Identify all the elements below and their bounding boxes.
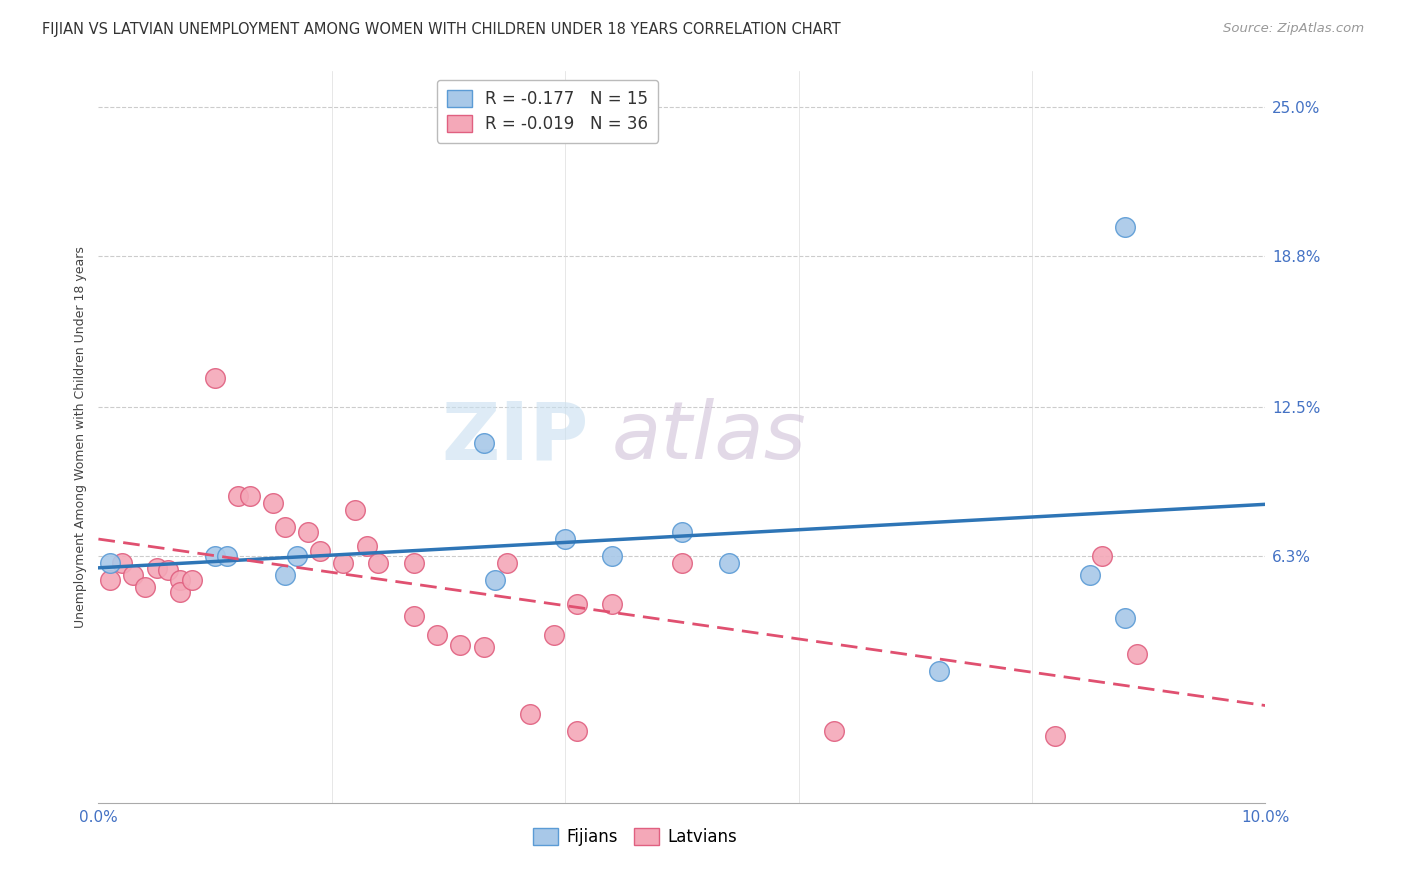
- Point: [543, 628, 565, 642]
- Point: [928, 664, 950, 678]
- Text: FIJIAN VS LATVIAN UNEMPLOYMENT AMONG WOMEN WITH CHILDREN UNDER 18 YEARS CORRELAT: FIJIAN VS LATVIAN UNEMPLOYMENT AMONG WOM…: [42, 22, 841, 37]
- Point: [600, 597, 623, 611]
- Point: [122, 568, 145, 582]
- Point: [367, 556, 389, 570]
- Point: [157, 563, 180, 577]
- Y-axis label: Unemployment Among Women with Children Under 18 years: Unemployment Among Women with Children U…: [75, 246, 87, 628]
- Point: [426, 628, 449, 642]
- Point: [239, 489, 262, 503]
- Point: [146, 561, 169, 575]
- Point: [215, 549, 238, 563]
- Point: [496, 556, 519, 570]
- Point: [332, 556, 354, 570]
- Point: [449, 638, 471, 652]
- Point: [204, 549, 226, 563]
- Point: [228, 489, 250, 503]
- Point: [297, 524, 319, 539]
- Point: [204, 371, 226, 385]
- Point: [1126, 647, 1149, 661]
- Point: [134, 580, 156, 594]
- Point: [169, 584, 191, 599]
- Point: [1080, 568, 1102, 582]
- Point: [98, 573, 121, 587]
- Point: [565, 597, 588, 611]
- Point: [1114, 611, 1136, 625]
- Point: [262, 496, 284, 510]
- Point: [285, 549, 308, 563]
- Point: [1114, 220, 1136, 235]
- Point: [402, 556, 425, 570]
- Point: [671, 524, 693, 539]
- Point: [111, 556, 134, 570]
- Text: Source: ZipAtlas.com: Source: ZipAtlas.com: [1223, 22, 1364, 36]
- Point: [180, 573, 202, 587]
- Point: [1091, 549, 1114, 563]
- Point: [823, 723, 845, 738]
- Point: [519, 707, 541, 722]
- Point: [472, 640, 495, 654]
- Point: [274, 568, 297, 582]
- Legend: Fijians, Latvians: Fijians, Latvians: [526, 822, 744, 853]
- Point: [717, 556, 740, 570]
- Point: [565, 723, 588, 738]
- Point: [98, 556, 121, 570]
- Text: ZIP: ZIP: [441, 398, 589, 476]
- Point: [600, 549, 623, 563]
- Point: [484, 573, 506, 587]
- Point: [402, 608, 425, 623]
- Point: [309, 544, 332, 558]
- Point: [1045, 729, 1067, 743]
- Point: [169, 573, 191, 587]
- Point: [472, 436, 495, 450]
- Point: [671, 556, 693, 570]
- Point: [356, 539, 378, 553]
- Point: [344, 503, 367, 517]
- Point: [274, 520, 297, 534]
- Point: [554, 532, 576, 546]
- Text: atlas: atlas: [612, 398, 807, 476]
